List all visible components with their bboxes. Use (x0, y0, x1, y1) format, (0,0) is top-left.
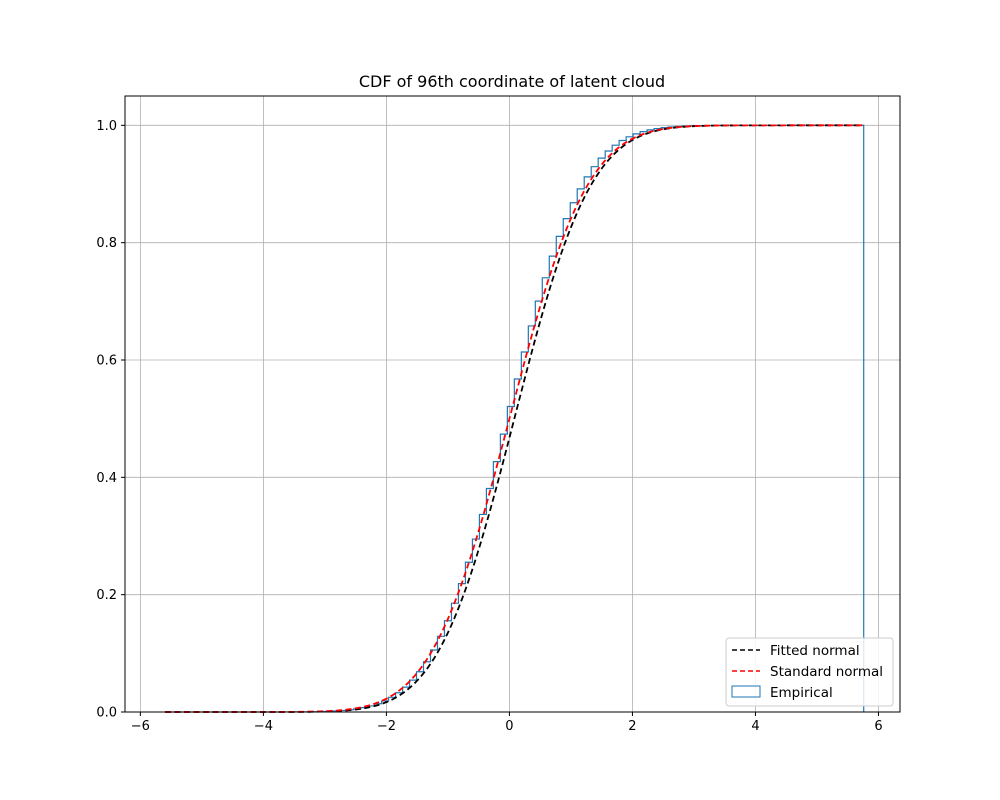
axes-frame (124, 95, 901, 713)
chart-title: CDF of 96th coordinate of latent cloud (359, 72, 665, 91)
y-tick-label: 0.6 (96, 354, 117, 369)
legend-box (725, 637, 894, 707)
legend: Fitted normal Standard normal Empirical (725, 637, 894, 707)
x-axis: −6 −4 −2 0 2 4 6 (131, 712, 883, 734)
x-tick-label: 4 (751, 719, 759, 734)
x-tick-label: 0 (505, 719, 513, 734)
y-tick-label: 1.0 (96, 119, 117, 134)
x-tick-label: 2 (628, 719, 636, 734)
y-tick-label: 0.2 (96, 588, 117, 603)
x-tick-label: −6 (131, 719, 150, 734)
y-tick-label: 0.4 (96, 471, 117, 486)
x-tick-label: −2 (377, 719, 396, 734)
y-tick-label: 0.0 (96, 706, 117, 721)
legend-swatch-empirical (731, 685, 761, 698)
y-axis: 0.0 0.2 0.4 0.6 0.8 1.0 (96, 119, 125, 721)
legend-label-fitted-normal: Fitted normal (770, 643, 860, 659)
x-tick-label: 6 (874, 719, 882, 734)
y-tick-label: 0.8 (96, 236, 117, 251)
legend-label-empirical: Empirical (770, 685, 833, 701)
legend-label-standard-normal: Standard normal (770, 664, 883, 680)
x-tick-label: −4 (254, 719, 273, 734)
